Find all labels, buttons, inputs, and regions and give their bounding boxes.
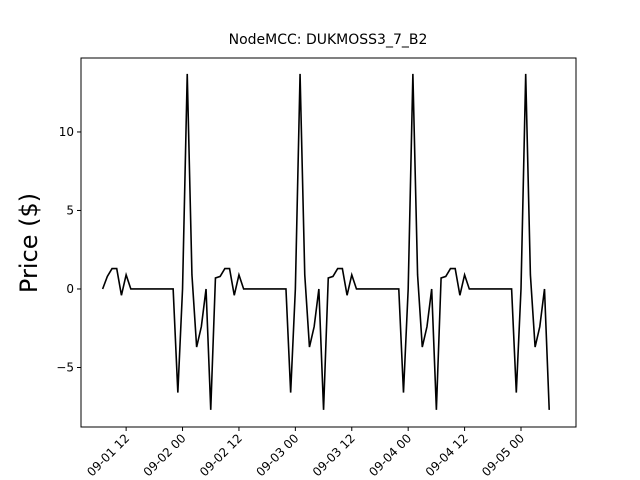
x-tick-label: 09-03 12: [310, 431, 358, 479]
y-tick-label: 0: [66, 282, 74, 296]
axes-frame: [80, 57, 577, 428]
line-series: [101, 73, 551, 410]
x-tick-label: 09-02 00: [141, 431, 189, 479]
y-tick-label: 5: [66, 203, 74, 217]
x-tick-label: 09-04 00: [366, 431, 414, 479]
x-tick-label: 09-04 12: [423, 431, 471, 479]
y-tick-label: −5: [56, 360, 74, 374]
x-tick-label: 09-01 12: [84, 431, 132, 479]
x-tick-label: 09-03 00: [253, 431, 301, 479]
y-tick-label: 10: [59, 125, 74, 139]
chart-title: NodeMCC: DUKMOSS3_7_B2: [229, 32, 428, 48]
x-tick-label: 09-05 00: [479, 431, 527, 479]
x-tick-label: 09-02 12: [197, 431, 245, 479]
y-axis-label: Price ($): [15, 193, 43, 293]
